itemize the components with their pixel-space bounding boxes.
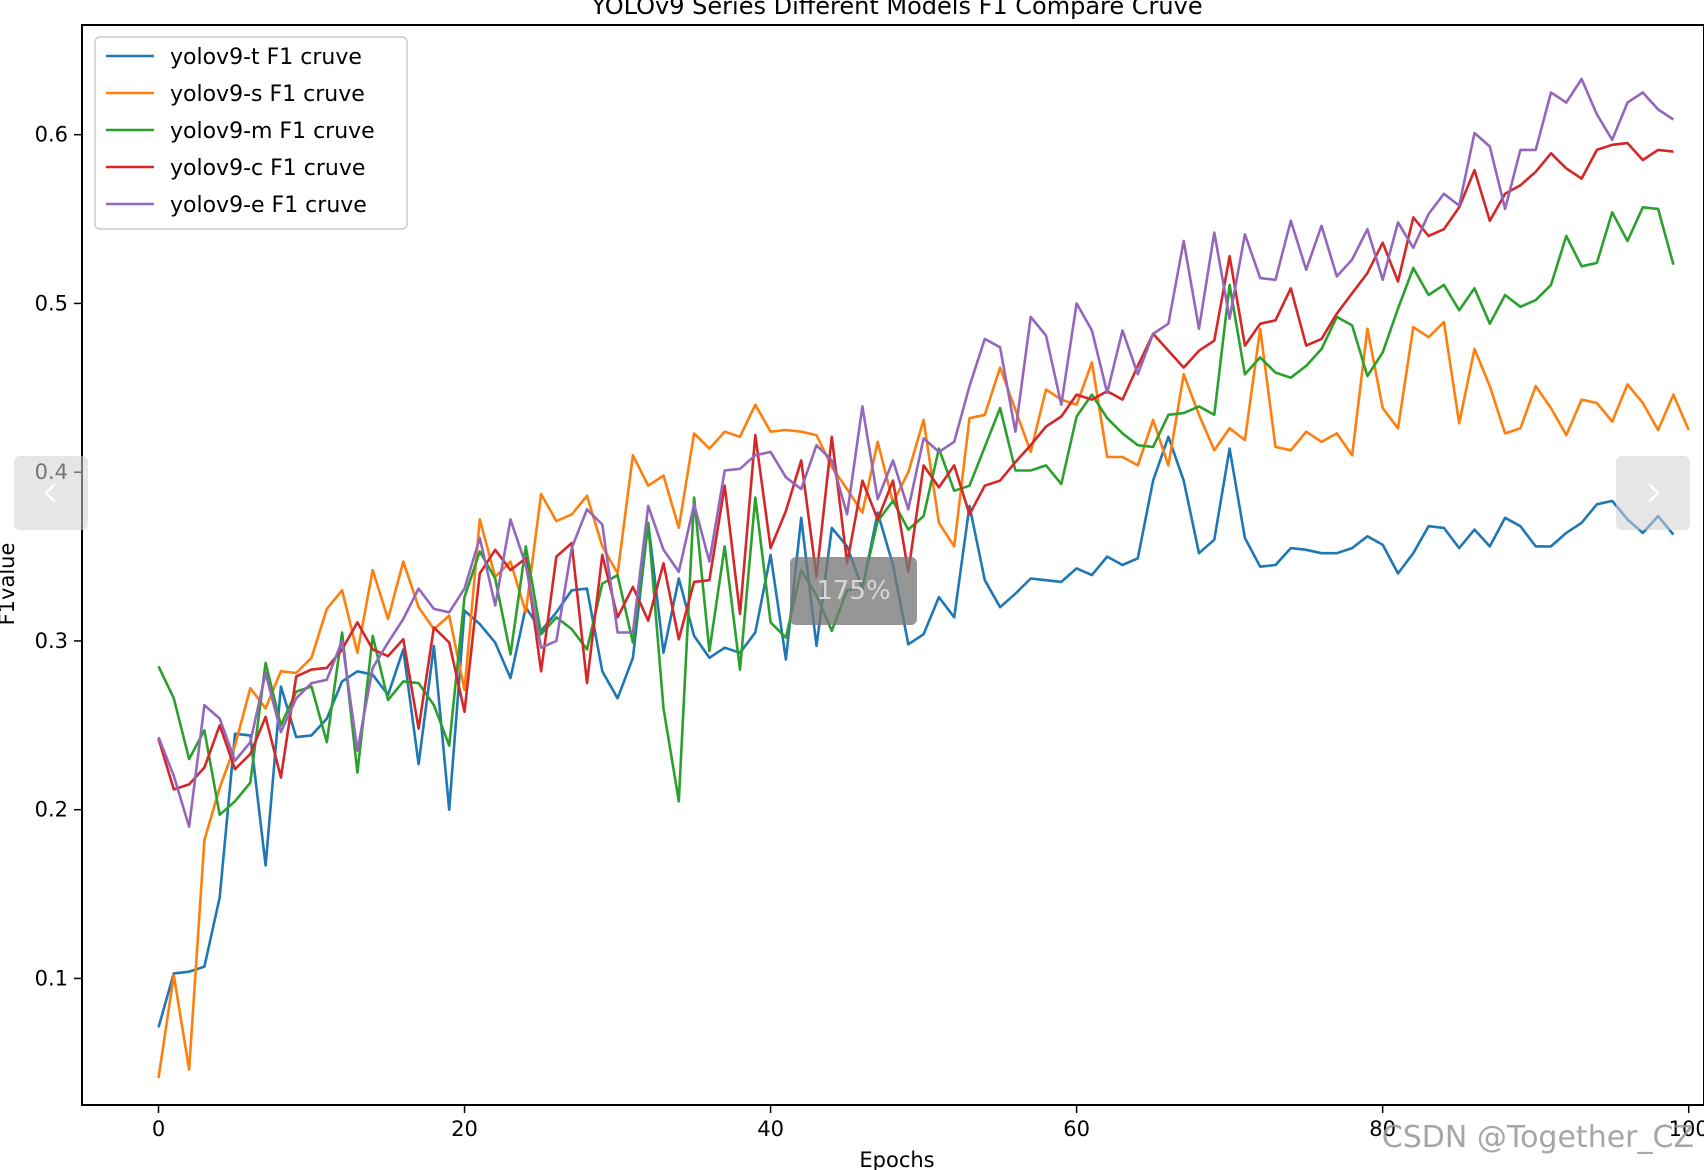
series-lines: [157, 77, 1690, 1079]
watermark: CSDN @Together_CZ: [1381, 1120, 1694, 1155]
x-tick-label: 80: [1369, 1117, 1396, 1141]
legend-label: yolov9-c F1 cruve: [170, 156, 365, 181]
y-tick-label: 0.1: [35, 966, 68, 990]
series-line-yolov9-e: [157, 77, 1675, 828]
legend-box: [94, 36, 408, 230]
x-tick-label: 60: [1063, 1117, 1090, 1141]
chevron-left-icon: [44, 483, 56, 503]
series-line-yolov9-t: [157, 435, 1675, 1028]
x-axis: 0 20 40 60 80 100: [152, 1105, 1704, 1141]
series-line-yolov9-c: [157, 141, 1674, 791]
y-tick-label: 0.3: [35, 629, 68, 653]
legend-label: yolov9-m F1 cruve: [170, 119, 375, 144]
y-axis-label: F1value: [0, 543, 19, 626]
x-tick-label: 20: [451, 1117, 478, 1141]
x-axis-label: Epochs: [859, 1148, 934, 1170]
x-tick-label: 0: [152, 1117, 165, 1141]
x-tick-label: 100: [1669, 1117, 1704, 1141]
legend-label: yolov9-t F1 cruve: [170, 45, 362, 70]
y-axis: 0.10.20.30.40.50.6: [35, 123, 82, 990]
plot-area-frame: [81, 24, 1704, 1106]
prev-image-button[interactable]: [14, 456, 88, 530]
zoom-level-badge: 175%: [790, 557, 917, 625]
y-tick-label: 0.6: [35, 123, 68, 147]
series-line-yolov9-s: [157, 320, 1690, 1079]
chart-title: YOLOv9 Series Different Models F1 Compar…: [590, 0, 1202, 20]
legend: yolov9-t F1 cruve yolov9-s F1 cruve yolov9…: [94, 36, 408, 230]
legend-label: yolov9-e F1 cruve: [170, 193, 367, 218]
y-tick-label: 0.2: [35, 798, 68, 822]
chevron-right-icon: [1648, 483, 1660, 503]
next-image-button[interactable]: [1616, 456, 1690, 530]
y-tick-label: 0.5: [35, 291, 68, 315]
x-tick-label: 40: [757, 1117, 784, 1141]
legend-label: yolov9-s F1 cruve: [170, 82, 365, 107]
